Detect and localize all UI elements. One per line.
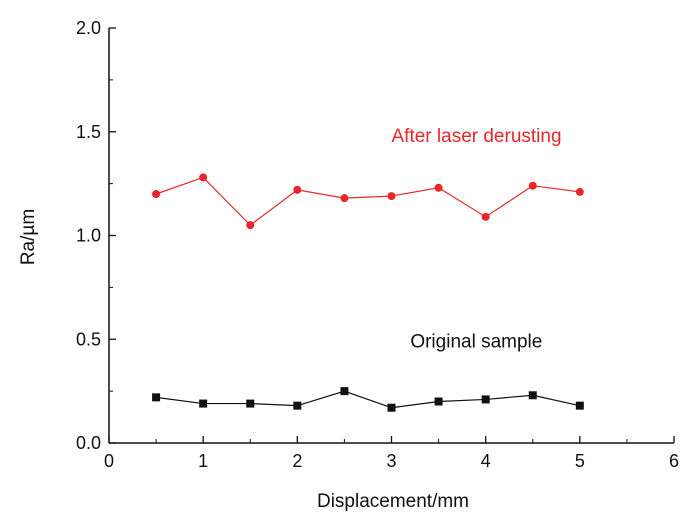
x-tick-label: 4 [481,451,491,471]
axes [108,28,674,444]
x-tick-label: 6 [669,451,679,471]
x-tick-label: 3 [386,451,396,471]
y-tick-label: 0.5 [76,329,101,349]
data-point [293,401,302,410]
x-tick-label: 5 [575,451,585,471]
data-point [481,212,490,221]
data-point [575,401,584,410]
data-point [246,399,255,408]
series-line-0 [155,176,580,226]
y-tick-label: 0.0 [76,433,101,453]
y-tick-label: 1.0 [76,226,101,246]
data-point [199,173,208,182]
data-point [387,192,396,201]
data-point [199,399,208,408]
data-point [340,387,349,396]
data-point [434,397,443,406]
series-label: After laser derusting [392,126,562,147]
data-point [152,190,161,198]
x-tick-label: 1 [198,451,208,471]
series-labels: After laser derusting Original sample [392,126,562,352]
y-tick-label: 2.0 [76,18,101,38]
plot-area [152,173,584,412]
data-point [481,395,490,404]
data-point [340,194,349,203]
data-point [387,403,396,412]
data-point [246,221,255,230]
series-label: Original sample [410,332,542,353]
x-tick-label: 2 [292,451,302,471]
data-point [528,181,537,190]
x-axis-label: Displacement/mm [317,491,469,512]
data-point [293,185,302,194]
data-point [152,393,161,402]
y-axis-label: Ra/µm [18,209,39,265]
data-point [434,183,443,192]
data-point [575,187,584,196]
y-tick-label: 1.5 [76,122,101,142]
x-tick-label: 0 [104,451,114,471]
tick-group: 0 1 2 3 4 5 6 0.0 0.5 1.0 1.5 2.0 [76,18,679,471]
data-point [528,391,537,400]
series-line-1 [156,390,580,409]
